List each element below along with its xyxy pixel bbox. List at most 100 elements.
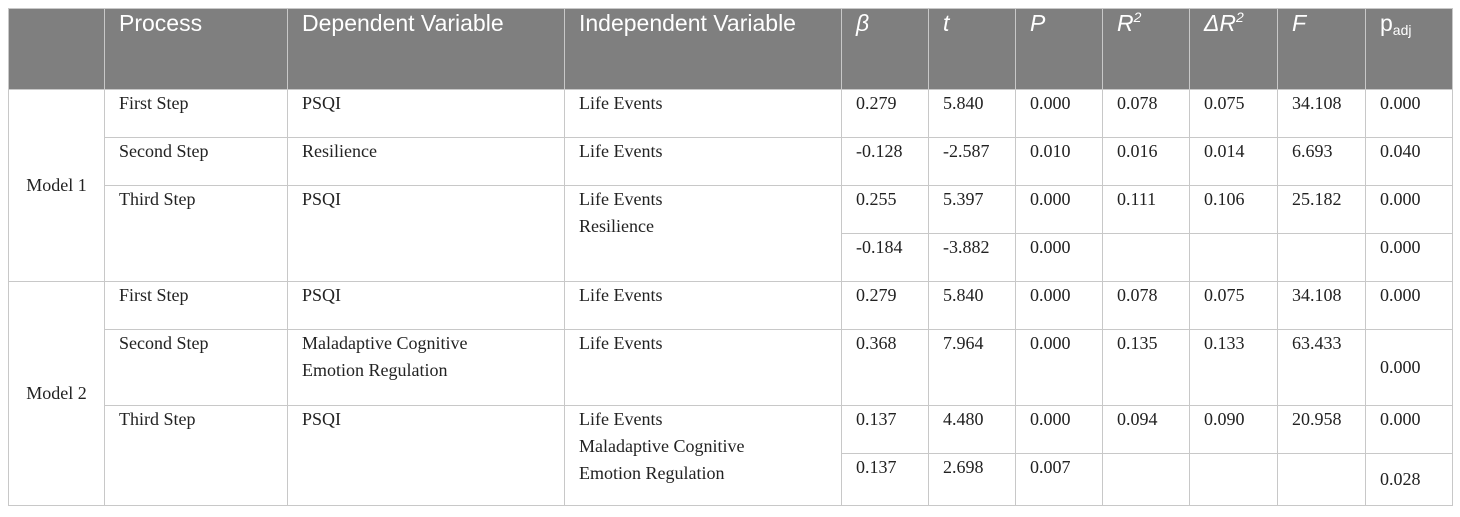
header-p-symbol: P xyxy=(1030,10,1046,36)
header-r2-base: R xyxy=(1117,10,1134,36)
independent-cell: Life Events Maladaptive Cognitive Emotio… xyxy=(564,405,842,506)
header-f-symbol: F xyxy=(1292,10,1307,36)
padj-cell: 0.040 xyxy=(1365,137,1453,186)
independent-cell: Life Events xyxy=(564,329,842,406)
regression-table: Process Dependent Variable Independent V… xyxy=(8,8,1453,506)
r2-cell: 0.111 xyxy=(1102,185,1190,234)
t-cell: 5.840 xyxy=(928,281,1016,330)
process-cell: Third Step xyxy=(104,405,288,506)
independent-line: Maladaptive Cognitive xyxy=(579,436,745,456)
r2-cell: 0.016 xyxy=(1102,137,1190,186)
table-row: Third Step PSQI Life Events Resilience 0… xyxy=(9,185,1453,282)
p-cell: 0.000 xyxy=(1015,233,1103,282)
padj-cell: 0.000 xyxy=(1365,233,1453,282)
p-cell: 0.000 xyxy=(1015,185,1103,234)
f-cell xyxy=(1277,453,1366,506)
r2-cell: 0.078 xyxy=(1102,89,1190,138)
f-cell: 63.433 xyxy=(1277,329,1366,406)
f-cell: 34.108 xyxy=(1277,89,1366,138)
r2-cell: 0.094 xyxy=(1102,405,1190,454)
header-row: Process Dependent Variable Independent V… xyxy=(8,8,1453,90)
beta-cell: 0.137 xyxy=(841,405,929,454)
table-row: Second Step Maladaptive Cognitive Emotio… xyxy=(9,329,1453,406)
beta-cell: 0.279 xyxy=(841,89,929,138)
padj-cell: 0.028 xyxy=(1365,453,1453,506)
header-padj-base: p xyxy=(1380,10,1393,36)
independent-cell: Life Events xyxy=(564,89,842,138)
header-r-squared: R2 xyxy=(1102,8,1190,90)
dependent-cell: PSQI xyxy=(287,281,565,330)
independent-cell: Life Events xyxy=(564,137,842,186)
t-cell: 5.840 xyxy=(928,89,1016,138)
f-cell: 25.182 xyxy=(1277,185,1366,234)
table-row: Model 1 First Step PSQI Life Events 0.27… xyxy=(8,89,1453,282)
header-dr2-sup: 2 xyxy=(1236,9,1244,25)
table-row: Second Step Resilience Life Events -0.12… xyxy=(9,137,1453,186)
t-cell: 7.964 xyxy=(928,329,1016,406)
independent-line: Life Events xyxy=(579,409,663,429)
dr2-cell: 0.106 xyxy=(1189,185,1278,234)
independent-cell: Life Events Resilience xyxy=(564,185,842,282)
beta-cell: -0.184 xyxy=(841,233,929,282)
independent-cell: Life Events xyxy=(564,281,842,330)
table-row: Third Step PSQI Life Events Maladaptive … xyxy=(9,405,1453,506)
dr2-cell: 0.133 xyxy=(1189,329,1278,406)
header-process: Process xyxy=(104,8,288,90)
dependent-cell: PSQI xyxy=(287,89,565,138)
independent-line: Emotion Regulation xyxy=(579,463,725,483)
padj-cell: 0.000 xyxy=(1365,185,1453,234)
independent-line: Resilience xyxy=(579,216,654,236)
dr2-cell: 0.075 xyxy=(1189,281,1278,330)
dr2-cell xyxy=(1189,453,1278,506)
model-label: Model 1 xyxy=(8,89,105,282)
header-beta: β xyxy=(841,8,929,90)
padj-cell: 0.000 xyxy=(1365,89,1453,138)
t-cell: 4.480 xyxy=(928,405,1016,454)
header-empty-cell xyxy=(8,8,105,90)
r2-cell: 0.135 xyxy=(1102,329,1190,406)
model-label: Model 2 xyxy=(8,281,105,506)
beta-cell: 0.137 xyxy=(841,453,929,506)
header-beta-symbol: β xyxy=(856,10,870,36)
beta-cell: 0.279 xyxy=(841,281,929,330)
f-cell: 34.108 xyxy=(1277,281,1366,330)
dependent-line: Maladaptive Cognitive xyxy=(302,333,468,353)
dr2-cell xyxy=(1189,233,1278,282)
dependent-cell: Resilience xyxy=(287,137,565,186)
t-cell: 5.397 xyxy=(928,185,1016,234)
process-cell: First Step xyxy=(104,281,288,330)
header-t-symbol: t xyxy=(943,10,950,36)
dependent-cell: PSQI xyxy=(287,185,565,282)
t-cell: -2.587 xyxy=(928,137,1016,186)
dr2-cell: 0.090 xyxy=(1189,405,1278,454)
beta-cell: 0.255 xyxy=(841,185,929,234)
f-cell xyxy=(1277,233,1366,282)
dr2-cell: 0.014 xyxy=(1189,137,1278,186)
table-row: Model 2 First Step PSQI Life Events 0.27… xyxy=(8,281,1453,506)
header-p-adjusted: padj xyxy=(1365,8,1453,90)
dependent-line: Emotion Regulation xyxy=(302,360,448,380)
header-dr2-base: ΔR xyxy=(1204,10,1237,36)
process-cell: First Step xyxy=(104,89,288,138)
r2-cell xyxy=(1102,453,1190,506)
p-cell: 0.000 xyxy=(1015,329,1103,406)
beta-cell: -0.128 xyxy=(841,137,929,186)
padj-cell: 0.000 xyxy=(1365,329,1453,406)
header-f: F xyxy=(1277,8,1366,90)
padj-cell: 0.000 xyxy=(1365,281,1453,330)
dependent-cell: Maladaptive Cognitive Emotion Regulation xyxy=(287,329,565,406)
p-cell: 0.000 xyxy=(1015,89,1103,138)
process-cell: Second Step xyxy=(104,329,288,406)
f-cell: 6.693 xyxy=(1277,137,1366,186)
header-dependent-variable: Dependent Variable xyxy=(287,8,565,90)
header-independent-variable: Independent Variable xyxy=(564,8,842,90)
p-cell: 0.010 xyxy=(1015,137,1103,186)
beta-cell: 0.368 xyxy=(841,329,929,406)
independent-line: Life Events xyxy=(579,189,663,209)
p-cell: 0.000 xyxy=(1015,405,1103,454)
dr2-cell: 0.075 xyxy=(1189,89,1278,138)
r2-cell: 0.078 xyxy=(1102,281,1190,330)
p-cell: 0.007 xyxy=(1015,453,1103,506)
p-cell: 0.000 xyxy=(1015,281,1103,330)
process-cell: Second Step xyxy=(104,137,288,186)
